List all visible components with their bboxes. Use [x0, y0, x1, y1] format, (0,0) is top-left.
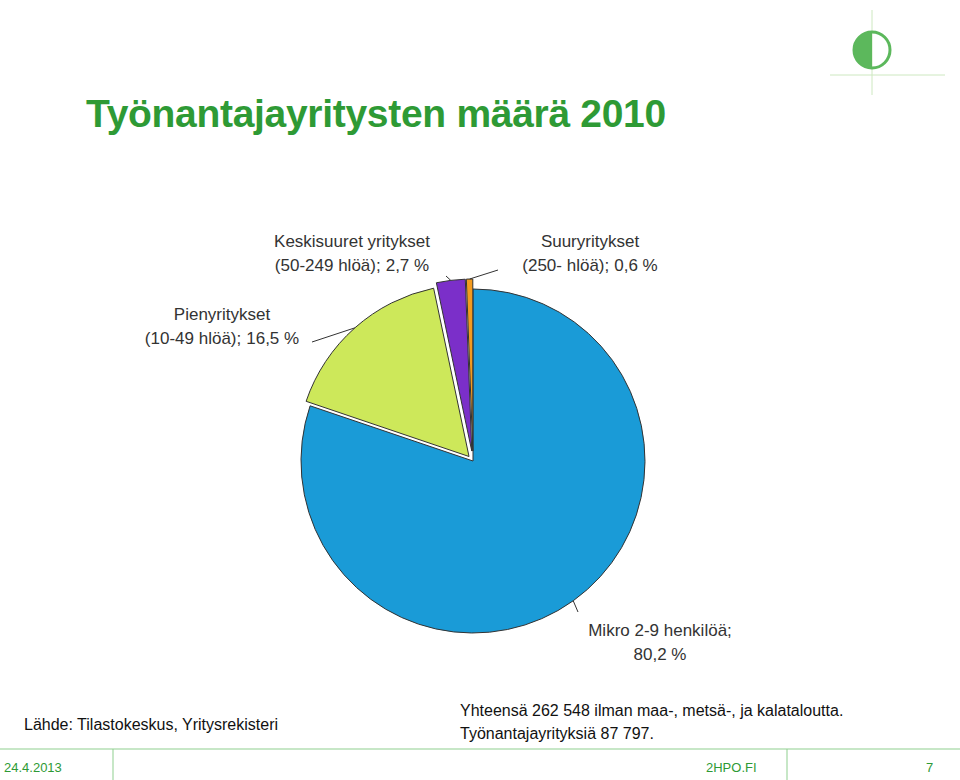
- source: Lähde: Tilastokeskus, Yritysrekisteri: [24, 716, 278, 733]
- logo-line: [830, 75, 945, 76]
- note: Yhteensä 262 548 ilman maa-, metsä-, ja …: [460, 702, 843, 719]
- note: Työnantajayrityksiä 87 797.: [460, 725, 654, 742]
- footer-page: 7: [926, 760, 933, 775]
- leader-line: [312, 328, 355, 342]
- leader-line: [446, 276, 451, 280]
- slide: Työnantajayritysten määrä 2010 Mikro 2-9 …: [0, 0, 960, 780]
- data-label: Pienyritykset (10-49 hlöä); 16,5 %: [145, 305, 299, 348]
- footer-rule: [0, 749, 960, 750]
- label-category: Mikro 2-9 henkilöä;: [588, 621, 732, 640]
- label-category: (10-49 hlöä);: [145, 329, 241, 348]
- data-label: Keskisuuret yritykset (50-249 hlöä); 2,7 %: [274, 232, 430, 275]
- footer-rule: [113, 749, 114, 780]
- data-label: Mikro 2-9 henkilöä; 80,2 %: [588, 621, 732, 664]
- label-category: (50-249 hlöä);: [275, 256, 381, 275]
- label-category: Pienyritykset: [174, 305, 271, 324]
- leader-line: [470, 270, 498, 279]
- logo-circle: [854, 32, 890, 68]
- title: Työnantajayritysten määrä 2010: [86, 92, 666, 135]
- label-value: 80,2 %: [634, 645, 687, 664]
- footer-rule: [787, 749, 788, 780]
- data-label: Suuryritykset (250- hlöä); 0,6 %: [522, 232, 657, 275]
- logo-half: [854, 32, 872, 68]
- pie: [301, 279, 645, 633]
- pie-slice: [436, 279, 471, 451]
- pie-slice: [466, 279, 472, 451]
- label-value: 16,5 %: [246, 329, 299, 348]
- footer-site: 2HPO.FI: [706, 760, 757, 775]
- label-category: Keskisuuret yritykset: [274, 232, 430, 251]
- data-labels: Mikro 2-9 henkilöä; 80,2 % Pienyritykset (1…: [145, 232, 732, 664]
- label-value: 0,6 %: [614, 256, 657, 275]
- label-value: 2,7 %: [386, 256, 429, 275]
- label-category: (250- hlöä);: [522, 256, 609, 275]
- label-category: Suuryritykset: [541, 232, 640, 251]
- logo: [830, 10, 945, 95]
- footer-date: 24.4.2013: [4, 760, 62, 775]
- leader-line: [573, 601, 578, 612]
